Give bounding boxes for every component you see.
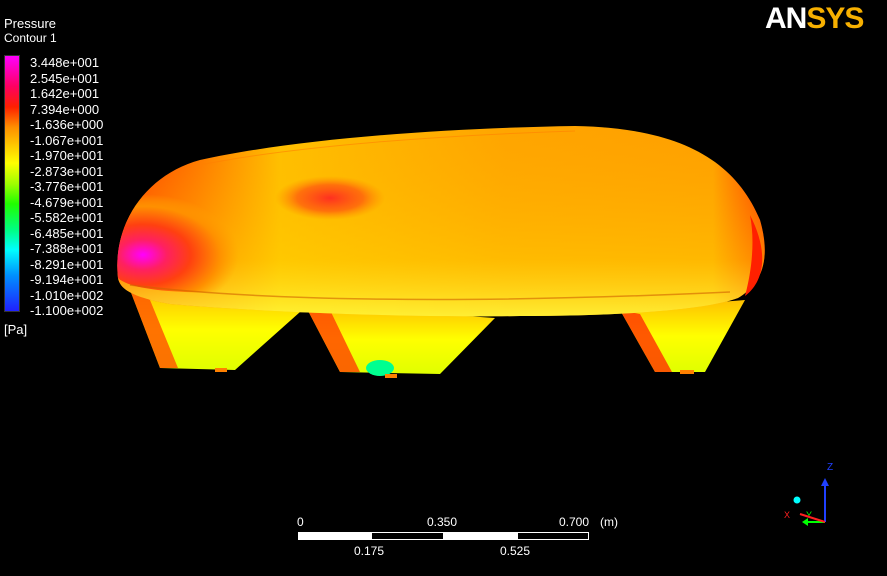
legend-value: -4.679e+001 xyxy=(30,194,104,210)
pressure-unit: [Pa] xyxy=(4,322,28,337)
contour-title: Pressure xyxy=(4,16,57,31)
z-axis-label: Z xyxy=(827,462,833,473)
legend-value: 2.545e+001 xyxy=(30,70,100,86)
legend-value: 3.448e+001 xyxy=(30,55,100,70)
scale-segment xyxy=(298,532,371,540)
scale-segment xyxy=(444,532,517,540)
x-axis-label: X xyxy=(784,510,790,520)
scale-label-700: 0.700 xyxy=(559,515,590,529)
axis-triad[interactable]: Z Y X xyxy=(778,460,848,530)
scale-label-0: 0 xyxy=(297,515,304,529)
y-axis-label: Y xyxy=(806,510,812,520)
legend-value: -5.582e+001 xyxy=(30,210,104,225)
contour-subtitle: Contour 1 xyxy=(4,31,57,45)
legend-value: -8.291e+001 xyxy=(30,256,104,272)
legend-value: -6.485e+001 xyxy=(30,225,104,241)
scale-segment xyxy=(517,532,589,540)
legend-value: -1.067e+001 xyxy=(30,132,104,148)
scale-ruler: 0 0.350 0.700 (m) 0.175 0.525 xyxy=(297,515,618,565)
legend-value: -1.100e+002 xyxy=(30,303,104,318)
legend-value: -1.636e+000 xyxy=(30,117,104,132)
legend-value: -3.776e+001 xyxy=(30,179,104,194)
legend-value: -7.388e+001 xyxy=(30,241,104,256)
logo-part-sys: SYS xyxy=(806,2,864,35)
scale-label-525: 0.525 xyxy=(500,544,531,558)
legend-value: -2.873e+001 xyxy=(30,163,104,179)
z-arrow-icon xyxy=(821,478,829,486)
y-arrow-icon xyxy=(802,518,808,526)
view-ball-icon[interactable] xyxy=(793,496,801,504)
legend-value: 7.394e+000 xyxy=(30,101,100,117)
legend-value: 1.642e+001 xyxy=(30,86,100,101)
legend-value: -9.194e+001 xyxy=(30,272,104,287)
scale-unit: (m) xyxy=(600,515,618,529)
scale-label-175: 0.175 xyxy=(354,544,385,558)
pressure-color-bar xyxy=(4,55,20,312)
x-axis xyxy=(799,513,826,523)
legend-value: -1.970e+001 xyxy=(30,148,104,163)
ansys-logo: ANSYS xyxy=(765,2,864,36)
logo-part-an: AN xyxy=(765,2,807,35)
scale-label-350: 0.350 xyxy=(427,515,458,529)
legend-value: -1.010e+002 xyxy=(30,287,104,303)
scale-segment xyxy=(371,532,444,540)
